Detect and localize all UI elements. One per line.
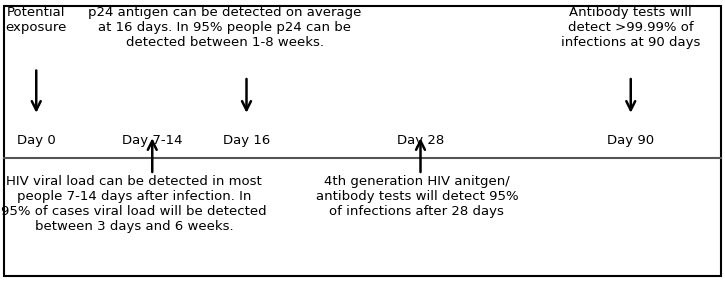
Text: HIV viral load can be detected in most
people 7-14 days after infection. In
95% : HIV viral load can be detected in most p… <box>1 175 267 233</box>
Text: Day 0: Day 0 <box>17 134 56 147</box>
Text: 4th generation HIV anitgen/
antibody tests will detect 95%
of infections after 2: 4th generation HIV anitgen/ antibody tes… <box>315 175 518 218</box>
Text: Potential
exposure: Potential exposure <box>6 6 67 34</box>
Text: Day 7-14: Day 7-14 <box>122 134 183 147</box>
Text: Day 16: Day 16 <box>223 134 270 147</box>
Text: Antibody tests will
detect >99.99% of
infections at 90 days: Antibody tests will detect >99.99% of in… <box>561 6 700 49</box>
Text: Day 28: Day 28 <box>397 134 444 147</box>
Text: Day 90: Day 90 <box>607 134 654 147</box>
Text: p24 antigen can be detected on average
at 16 days. In 95% people p24 can be
dete: p24 antigen can be detected on average a… <box>88 6 362 49</box>
